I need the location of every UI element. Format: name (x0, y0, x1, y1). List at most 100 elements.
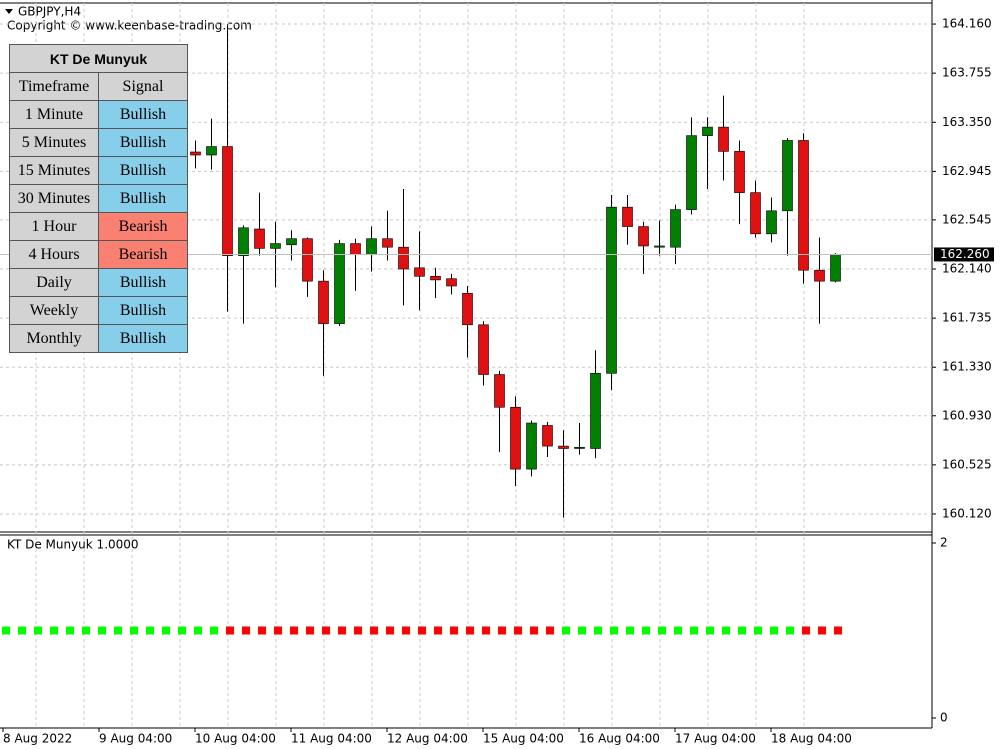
y-tick-label: 0 (940, 711, 948, 725)
candle-body (366, 238, 377, 255)
column-header: Signal (98, 72, 188, 101)
signal-dot (50, 626, 58, 635)
signal-dot (82, 626, 90, 635)
candle-body (350, 243, 361, 255)
indicator-title: KT De Munyuk 1.0000 (7, 538, 139, 552)
candle-body (702, 126, 713, 136)
signal-dot (610, 626, 618, 635)
signal-dot (98, 626, 106, 635)
signal-table: KT De Munyuk Timeframe Signal 1 Minute Bul… (9, 44, 188, 353)
menu-arrow[interactable] (5, 9, 13, 14)
signal-dot (114, 626, 122, 635)
signal-dot (194, 626, 202, 635)
y-tick-label: 160.525 (942, 457, 992, 471)
table-row: Weekly Bullish (9, 296, 188, 325)
candle-body (734, 151, 745, 193)
signal-cell: Bearish (98, 212, 188, 241)
signal-cell: Bullish (98, 184, 188, 213)
x-tick-label: 17 Aug 04:00 (675, 732, 756, 746)
signal-cell: Bullish (98, 268, 188, 297)
price-label: 162.260 (940, 247, 990, 261)
signal-dot (594, 626, 602, 635)
y-tick-label: 160.930 (942, 408, 992, 422)
signal-cell: Bullish (98, 296, 188, 325)
timeframe-cell: 1 Minute (9, 100, 99, 129)
x-tick-label: 8 Aug 2022 (3, 732, 72, 746)
signal-dot (514, 626, 522, 635)
y-tick-label: 2 (940, 536, 948, 550)
signal-dot (354, 626, 362, 635)
signal-cell: Bullish (98, 156, 188, 185)
signal-dot (706, 626, 714, 635)
column-header: Timeframe (9, 72, 99, 101)
candle-body (606, 206, 617, 374)
signal-dot (434, 626, 442, 635)
signal-dot (66, 626, 74, 635)
candle-body (830, 254, 841, 282)
signal-dot (754, 626, 762, 635)
signal-dot (34, 626, 42, 635)
table-title: KT De Munyuk (9, 44, 188, 73)
candle-body (622, 206, 633, 227)
signal-dot (210, 626, 218, 635)
candle-body (238, 227, 249, 256)
signal-dot (306, 626, 314, 635)
candle-body (270, 243, 281, 249)
x-tick-label: 10 Aug 04:00 (195, 732, 276, 746)
table-row: 5 Minutes Bullish (9, 128, 188, 157)
timeframe-cell: 30 Minutes (9, 184, 99, 213)
signal-dot (466, 626, 474, 635)
candle-body (254, 228, 265, 249)
signal-dot (642, 626, 650, 635)
signal-dot (162, 626, 170, 635)
y-tick-label: 163.350 (942, 115, 992, 129)
y-tick-label: 162.140 (942, 262, 992, 276)
signal-dot (786, 626, 794, 635)
x-tick-label: 16 Aug 04:00 (579, 732, 660, 746)
signal-dot (290, 626, 298, 635)
table-row: 1 Hour Bearish (9, 212, 188, 241)
x-tick-label: 11 Aug 04:00 (291, 732, 372, 746)
y-tick-label: 164.160 (942, 17, 992, 31)
signal-dot (578, 626, 586, 635)
signal-dot (274, 626, 282, 635)
timeframe-cell: Monthly (9, 324, 99, 353)
signal-dot (690, 626, 698, 635)
timeframe-cell: 4 Hours (9, 240, 99, 269)
timeframe-cell: Weekly (9, 296, 99, 325)
timeframe-cell: Daily (9, 268, 99, 297)
candle-body (494, 374, 505, 408)
candle-body (382, 238, 393, 248)
signal-dot (818, 626, 826, 635)
candle-body (510, 406, 521, 470)
candle-body (558, 445, 569, 449)
candle-body (334, 243, 345, 324)
table-row: Monthly Bullish (9, 324, 188, 353)
candle-body (318, 280, 329, 324)
signal-dot (658, 626, 666, 635)
candle-body (462, 292, 473, 326)
signal-dot (226, 626, 234, 635)
candle-body (782, 140, 793, 212)
y-tick-label: 161.735 (942, 311, 992, 325)
signal-cell: Bullish (98, 324, 188, 353)
candle-body (526, 422, 537, 470)
candle-body (766, 210, 777, 235)
signal-dot (834, 626, 842, 635)
candle-body (814, 269, 825, 282)
signal-dot (450, 626, 458, 635)
timeframe-cell: 5 Minutes (9, 128, 99, 157)
candle-body (190, 151, 201, 156)
candle-body (222, 146, 233, 256)
signal-dot (370, 626, 378, 635)
signal-dot (722, 626, 730, 635)
x-tick-label: 18 Aug 04:00 (771, 732, 852, 746)
signal-dot (482, 626, 490, 635)
y-tick-label: 163.755 (942, 66, 992, 80)
candle-body (574, 446, 585, 449)
signal-dot (258, 626, 266, 635)
candle-body (686, 135, 697, 210)
signal-dot (242, 626, 250, 635)
